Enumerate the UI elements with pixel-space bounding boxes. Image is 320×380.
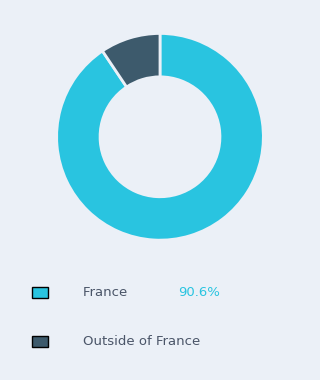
FancyBboxPatch shape — [32, 336, 48, 347]
Text: 90.6%: 90.6% — [179, 286, 220, 299]
Wedge shape — [102, 33, 160, 87]
FancyBboxPatch shape — [32, 287, 48, 298]
Text: France: France — [83, 286, 136, 299]
Text: Outside of France: Outside of France — [83, 334, 209, 348]
Wedge shape — [57, 33, 263, 240]
